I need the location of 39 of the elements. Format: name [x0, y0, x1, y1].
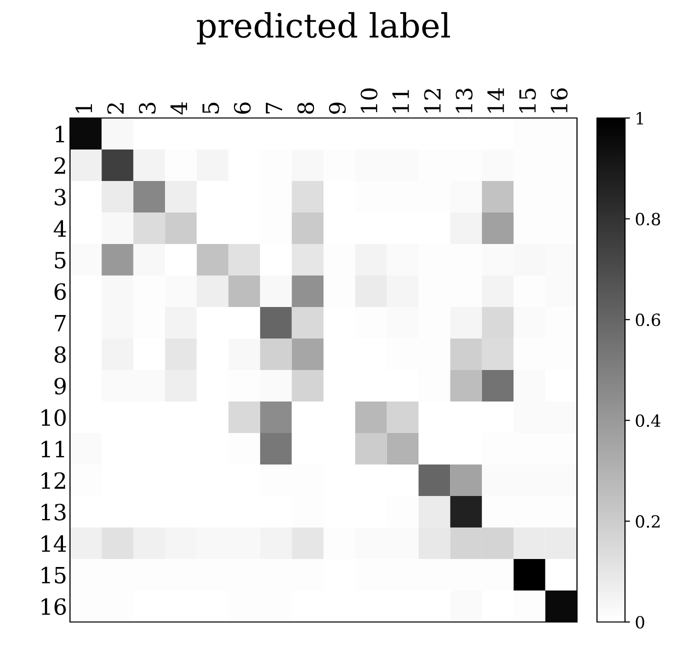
y-tick-label: 9 — [54, 378, 66, 395]
x-tick-label: 16 — [550, 88, 568, 113]
color-bar-label: 0.2 — [636, 515, 660, 528]
x-tick-label: 8 — [297, 102, 314, 114]
y-tick-label: 1 — [56, 126, 64, 142]
y-tick-label: 13 — [42, 504, 66, 521]
y-tick-label: 12 — [42, 472, 66, 489]
x-tick-label: 9 — [328, 102, 346, 114]
x-tick-label: 15 — [519, 88, 536, 113]
x-tick-label: 1 — [75, 104, 92, 113]
x-tick-label: 6 — [234, 102, 251, 114]
color-bar-label: 0.8 — [636, 212, 660, 226]
y-tick-label: 6 — [54, 283, 66, 300]
y-tick-label: 10 — [42, 409, 66, 426]
y-tick-label: 7 — [54, 314, 66, 332]
y-tick-label: 8 — [54, 346, 66, 364]
color-bar-label: 0.6 — [636, 314, 660, 326]
y-tick-label: 16 — [42, 598, 66, 616]
y-tick-label: 4 — [54, 220, 66, 237]
chart-title: predicted label — [196, 12, 450, 44]
y-tick-label: 15 — [42, 566, 66, 584]
y-tick-label: 14 — [42, 535, 66, 552]
x-tick-label: 3 — [138, 102, 156, 114]
x-tick-label: 12 — [424, 89, 441, 113]
x-tick-label: 14 — [487, 88, 504, 113]
y-tick-label: 5 — [54, 252, 66, 269]
x-tick-label: 2 — [107, 103, 124, 114]
x-tick-label: 11 — [392, 90, 409, 113]
color-bar-label: 0 — [636, 616, 644, 629]
x-tick-label: 5 — [202, 102, 220, 114]
x-tick-label: 13 — [456, 88, 473, 113]
x-tick-label: 4 — [170, 102, 188, 115]
y-tick-label: 2 — [54, 157, 66, 174]
y-tick-label: 11 — [42, 440, 64, 458]
x-tick-label: 7 — [266, 102, 282, 114]
color-bar-label: 1 — [636, 112, 643, 124]
color-bar-label: 0.4 — [636, 414, 660, 427]
x-tick-label: 10 — [360, 88, 378, 113]
y-tick-label: 3 — [54, 188, 66, 206]
